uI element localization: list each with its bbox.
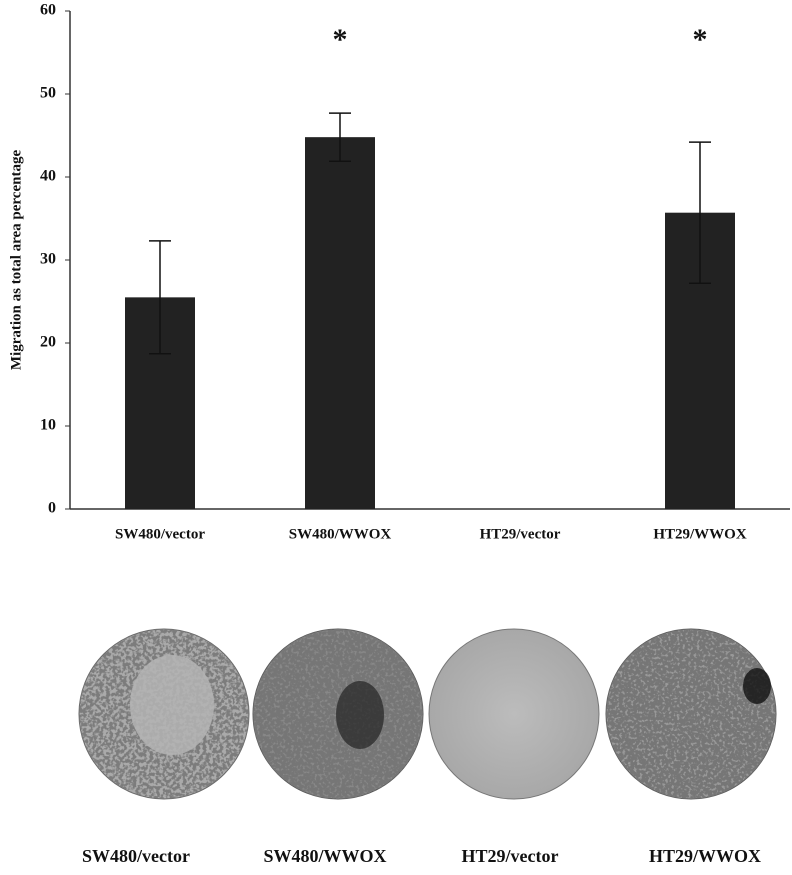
x-tick-label: SW480/WWOX (289, 526, 392, 542)
well-dark-area (336, 681, 384, 749)
image-label: SW480/vector (82, 846, 190, 866)
bar (305, 137, 375, 509)
x-tick-label: HT29/vector (480, 526, 561, 542)
well-images (78, 628, 777, 800)
y-tick-label: 10 (40, 417, 56, 434)
well-dark-area (743, 668, 771, 704)
y-tick-label: 20 (40, 334, 56, 351)
y-tick-label: 30 (40, 251, 56, 268)
y-tick-label: 40 (40, 168, 56, 185)
significance-marker: * (693, 23, 708, 56)
y-tick-label: 60 (40, 2, 56, 19)
x-tick-label: HT29/WWOX (653, 526, 747, 542)
image-label: HT29/WWOX (649, 846, 761, 866)
significance-marker: * (333, 23, 348, 56)
image-label: SW480/WWOX (263, 846, 386, 866)
y-tick-label: 0 (48, 500, 56, 517)
well-image (428, 628, 600, 800)
image-label: HT29/vector (462, 846, 559, 866)
y-axis-label: Migration as total area percentage (8, 150, 24, 371)
y-tick-label: 50 (40, 85, 56, 102)
x-tick-label: SW480/vector (115, 526, 205, 542)
well-texture (606, 629, 776, 799)
well-clear-area (130, 655, 214, 755)
